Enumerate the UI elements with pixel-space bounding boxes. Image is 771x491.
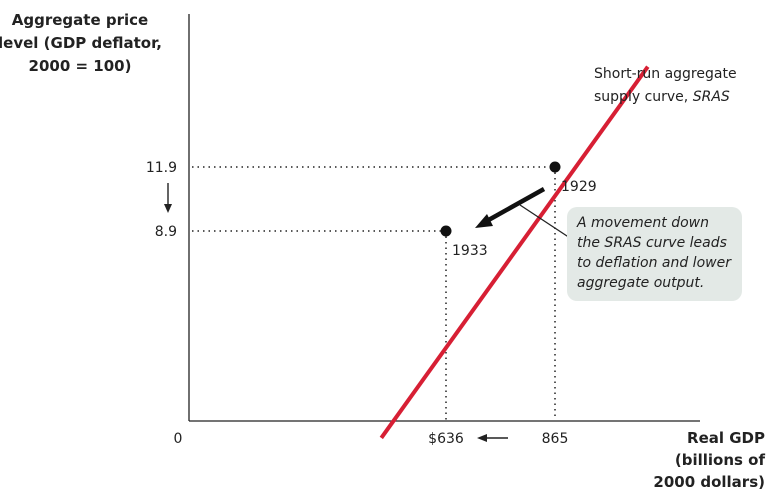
y-tick-label-11-9: 11.9	[146, 160, 177, 176]
x-axis-title-line1: Real GDP	[687, 429, 765, 447]
left-arrow-icon	[477, 434, 508, 442]
point-1929	[549, 161, 561, 173]
sras-curve	[379, 65, 650, 440]
x-tick-label-636: $636	[428, 431, 464, 447]
y-axis-title-line3: 2000 = 100)	[29, 57, 132, 75]
callout-box: A movement down the SRAS curve leads to …	[567, 207, 742, 301]
point-label-1933: 1933	[452, 243, 488, 259]
x-axis-title-line3: 2000 dollars)	[653, 473, 765, 491]
callout-line-4: aggregate output.	[577, 275, 705, 291]
callout-connector	[519, 204, 571, 239]
sras-label-abbrev: SRAS	[693, 89, 730, 105]
callout-line-2: the SRAS curve leads	[577, 235, 727, 251]
movement-arrow	[475, 187, 546, 228]
sras-label-line1: Short-run aggregate	[594, 66, 737, 82]
x-tick-label-865: 865	[542, 431, 569, 447]
sras-label-line2: supply curve, SRAS	[594, 89, 730, 105]
point-1933	[440, 225, 452, 237]
y-axis-title-line2: level (GDP deflator,	[0, 34, 162, 52]
x-axis-title-line2: (billions of	[675, 451, 766, 469]
origin-label: 0	[174, 431, 183, 447]
down-arrow-icon	[164, 183, 172, 213]
sras-label-text: supply curve,	[594, 89, 693, 105]
callout-line-1: A movement down	[577, 215, 709, 231]
callout-line-3: to deflation and lower	[577, 255, 731, 271]
y-tick-label-8-9: 8.9	[155, 224, 177, 240]
point-label-1929: 1929	[561, 179, 597, 195]
y-axis-title-line1: Aggregate price	[12, 11, 148, 29]
